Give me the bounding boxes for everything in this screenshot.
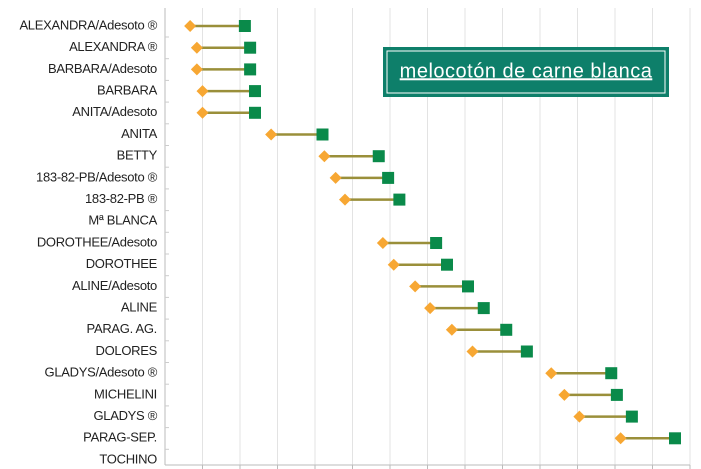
start-marker [376, 237, 389, 249]
y-tick-label: BARBARA/Adesoto [48, 61, 157, 76]
start-marker [387, 258, 400, 271]
end-marker [238, 20, 251, 32]
y-tick-label: ALINE [121, 300, 158, 315]
y-tick-label: ANITA [121, 126, 157, 141]
y-tick-label: DOROTHEE [86, 256, 158, 271]
y-tick-label: Mª BLANCA [88, 213, 157, 228]
start-marker [466, 345, 479, 358]
y-tick-label: PARAG-SEP. [83, 430, 157, 445]
start-marker [573, 410, 586, 423]
y-tick-label: ALEXANDRA ® [69, 39, 158, 54]
start-marker [265, 128, 278, 141]
end-marker [382, 171, 395, 184]
end-marker [244, 63, 257, 76]
title-frame [386, 50, 666, 94]
start-marker [190, 63, 203, 76]
title-box: melocotón de carne blanca [383, 47, 669, 97]
end-marker [625, 410, 638, 423]
start-marker [445, 323, 458, 336]
end-marker [430, 237, 443, 249]
end-marker [610, 388, 623, 401]
start-marker [424, 302, 437, 315]
start-marker [409, 280, 422, 293]
y-tick-label: ALEXANDRA/Adesoto ® [19, 17, 157, 32]
start-marker [184, 20, 197, 32]
end-marker [520, 345, 533, 358]
end-marker [441, 258, 453, 271]
y-tick-label: DOROTHEE/Adesoto [37, 234, 157, 249]
end-marker [605, 367, 618, 380]
y-tick-label: MICHELINI [94, 386, 157, 401]
y-tick-label: ANITA/Adesoto [72, 104, 157, 119]
start-marker [318, 150, 331, 163]
end-marker [244, 41, 257, 54]
end-marker [477, 302, 490, 315]
start-marker [196, 106, 209, 119]
end-marker [500, 323, 513, 336]
end-marker [393, 193, 406, 206]
end-marker [249, 106, 261, 119]
start-marker [614, 432, 627, 445]
start-marker [329, 171, 342, 184]
y-tick-label: GLADYS/Adesoto ® [45, 365, 158, 380]
y-tick-label: 183-82-PB ® [85, 191, 158, 206]
end-marker [462, 280, 474, 293]
y-tick-label: DOLORES [96, 343, 158, 358]
title-background [383, 47, 669, 97]
start-marker [339, 193, 351, 206]
end-marker [669, 432, 681, 445]
y-tick-label: 183-82-PB/Adesoto ® [36, 169, 158, 184]
y-tick-label: TOCHINO [99, 451, 157, 466]
y-tick-label: BETTY [117, 148, 158, 163]
y-tick-label: GLADYS ® [93, 408, 157, 423]
y-tick-label: ALINE/Adesoto [72, 278, 157, 293]
chart-title: melocotón de carne blanca [400, 60, 653, 82]
start-marker [558, 388, 571, 401]
start-marker [196, 85, 209, 98]
y-tick-label: BARBARA [97, 83, 158, 98]
start-marker [545, 367, 558, 380]
end-marker [316, 128, 329, 141]
y-tick-label: PARAG. AG. [87, 321, 157, 336]
end-marker [372, 150, 385, 163]
end-marker [249, 85, 261, 98]
start-marker [190, 41, 203, 54]
